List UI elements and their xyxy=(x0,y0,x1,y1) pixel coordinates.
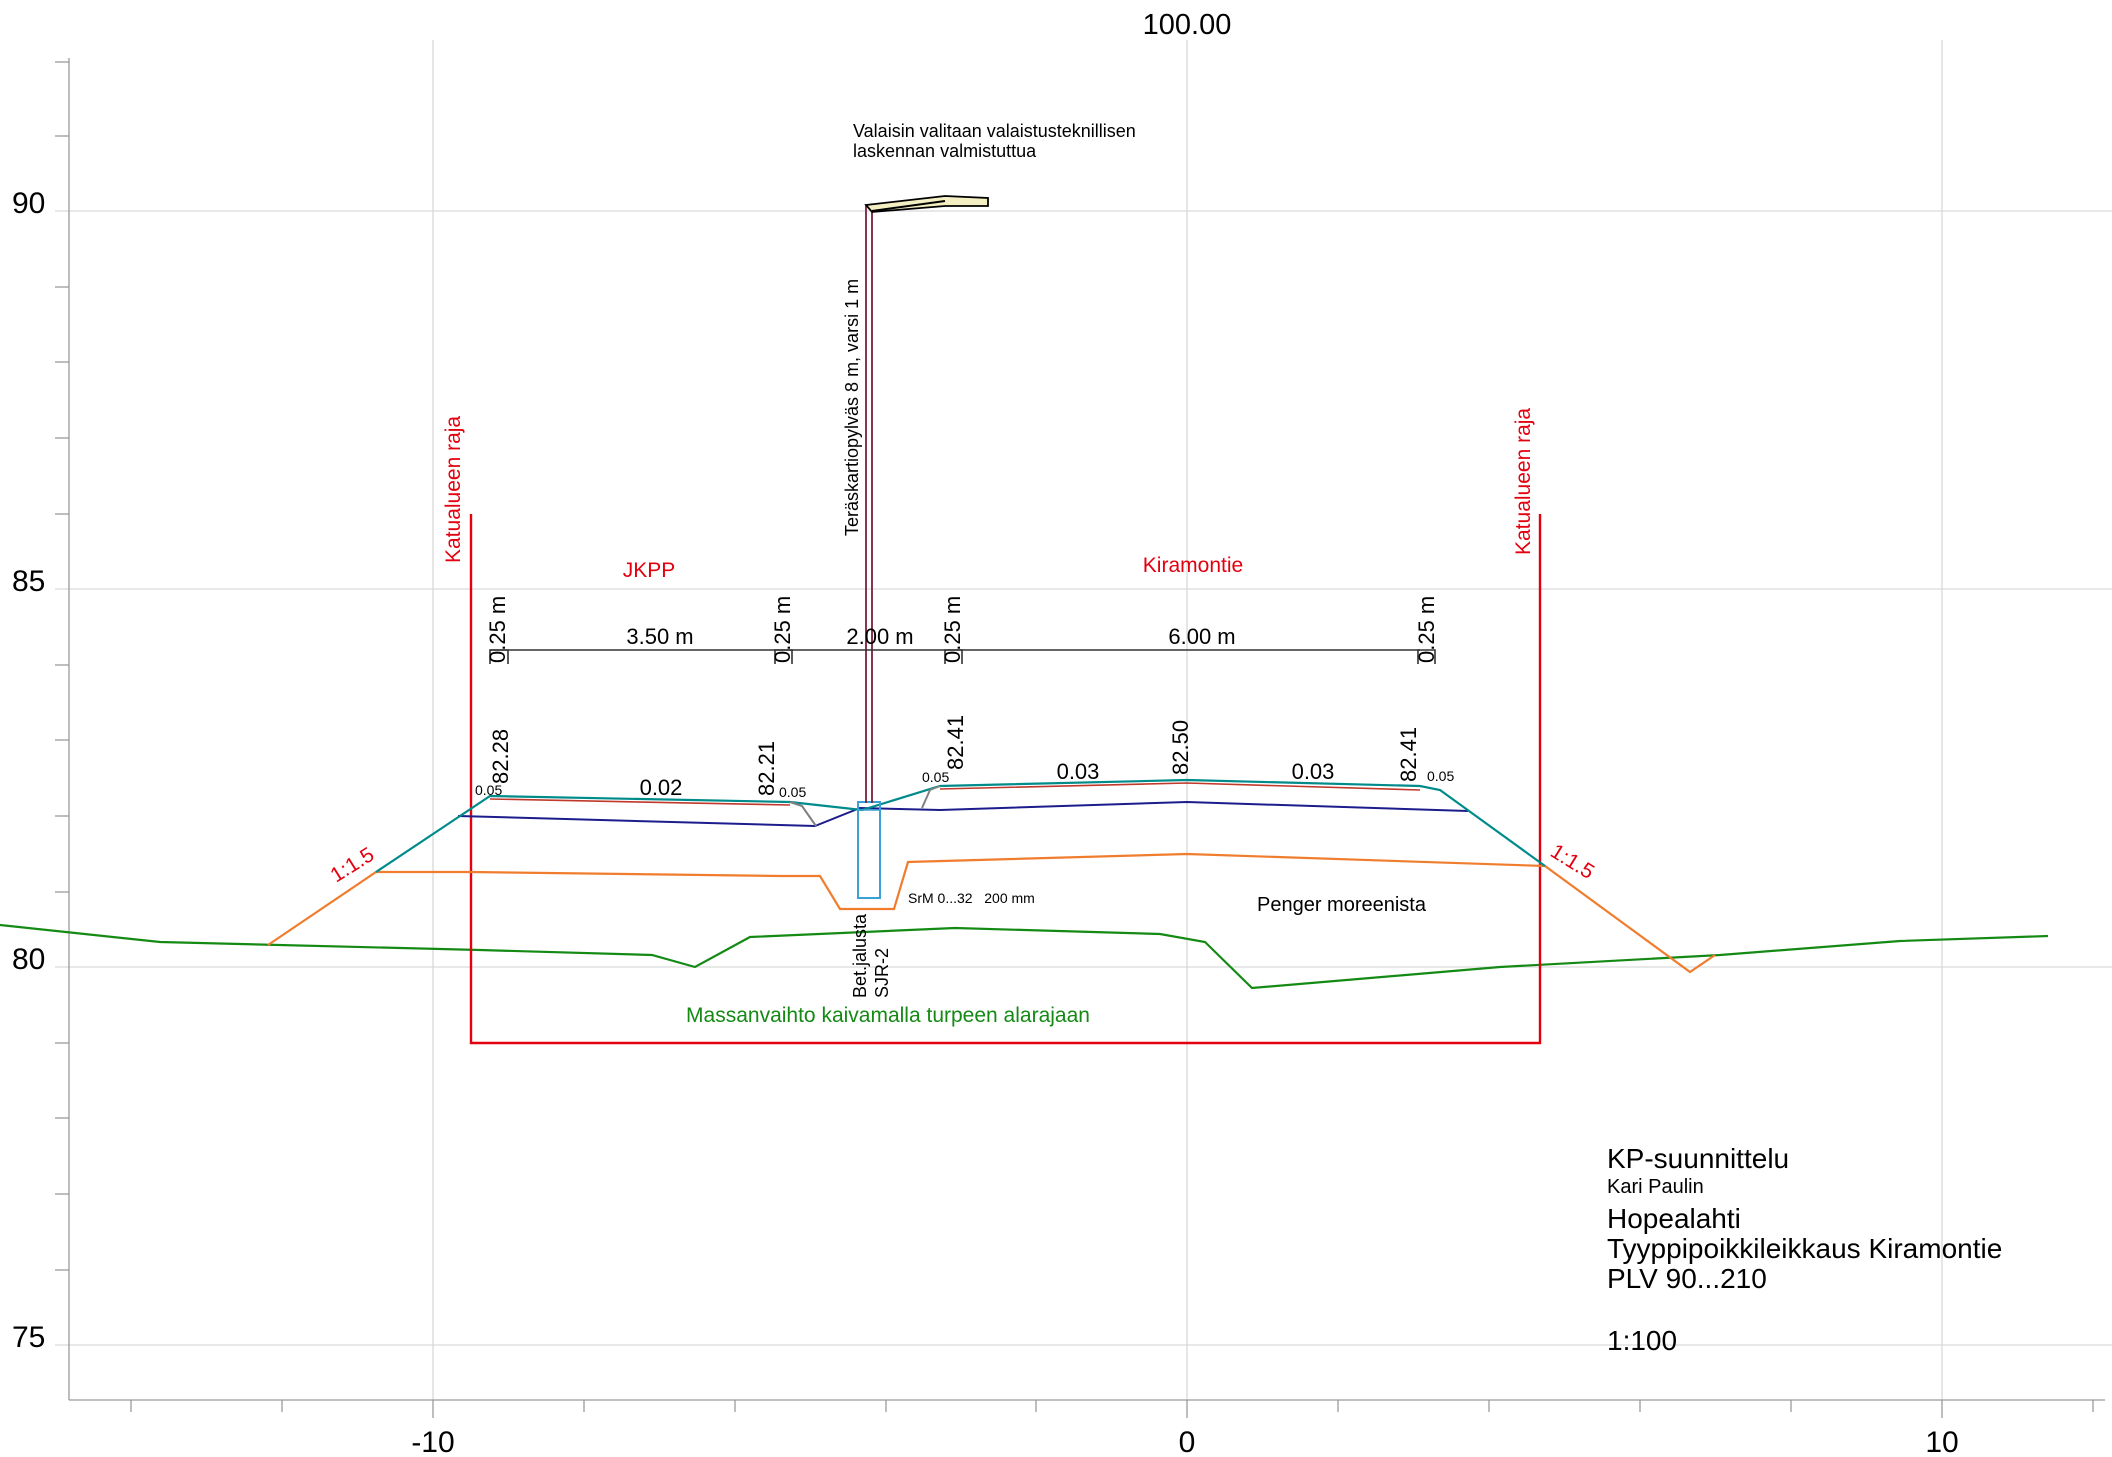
y-tick-label-85: 85 xyxy=(12,565,45,598)
edge-slope-label-2: 0.05 xyxy=(779,784,806,800)
y-tick-label-90: 90 xyxy=(12,187,45,220)
section-name-right: Kiramontie xyxy=(1143,554,1243,577)
x-tick-label-0: 0 xyxy=(1179,1426,1196,1457)
slope-label-road-left: 0.03 xyxy=(1057,759,1100,784)
title-stations: PLV 90...210 xyxy=(1607,1263,1767,1294)
foundation-label-line2: SJR-2 xyxy=(872,948,892,998)
embankment-line xyxy=(267,852,1716,974)
luminaire-underside xyxy=(871,200,946,212)
boundary-label-right: Katualueen raja xyxy=(1512,408,1535,555)
title-drawing: Tyyppipoikkileikkaus Kiramontie xyxy=(1607,1233,2002,1264)
existing-ground-line xyxy=(0,923,2049,990)
dim-bracket-4 xyxy=(1417,649,1436,664)
lamp-foundation xyxy=(857,801,881,899)
side-slope-label-right: 1:1.5 xyxy=(1546,840,1598,884)
elevation-label-1: 82.28 xyxy=(488,729,513,784)
elevation-label-5: 82.41 xyxy=(1396,727,1421,782)
y-tick-label-75: 75 xyxy=(12,1321,45,1354)
dimension-label-1: 0.25 m xyxy=(485,596,510,663)
elevation-label-3: 82.41 xyxy=(943,715,968,770)
luminaire-note-line1: Valaisin valitaan valaistusteknillisen xyxy=(853,121,1136,141)
dimension-label-2: 3.50 m xyxy=(626,624,693,649)
street-area-boundary xyxy=(469,514,1542,1045)
elevation-label-4: 82.50 xyxy=(1168,720,1193,775)
y-tick-label-80: 80 xyxy=(12,943,45,976)
title-project: Hopealahti xyxy=(1607,1203,1741,1234)
edge-slope-label-4: 0.05 xyxy=(1427,768,1454,784)
dimension-label-4: 2.00 m xyxy=(846,624,913,649)
slope-label-left: 0.02 xyxy=(640,775,683,800)
boundary-label-left: Katualueen raja xyxy=(442,416,465,563)
x-tick-label-10: 10 xyxy=(1925,1426,1958,1457)
curb-left xyxy=(789,801,817,827)
lamp-pole xyxy=(864,195,989,803)
dimension-label-7: 0.25 m xyxy=(1414,596,1439,663)
curb-right xyxy=(921,785,941,809)
foundation-label-line1: Bet.jalusta xyxy=(850,913,870,998)
dimension-label-3: 0.25 m xyxy=(770,596,795,663)
subbase-line xyxy=(457,800,1469,828)
title-designer: Kari Paulin xyxy=(1607,1176,1704,1198)
top-station-label: 100.00 xyxy=(1143,9,1232,41)
edge-slope-label-3: 0.05 xyxy=(922,769,949,785)
foundation-block xyxy=(857,801,881,899)
pole-label: Teräskartiopylväs 8 m, varsi 1 m xyxy=(842,279,862,536)
elevation-label-2: 82.21 xyxy=(754,741,779,796)
finished-surface-line xyxy=(375,778,1546,873)
bottom-axis xyxy=(69,1399,2105,1418)
dim-bracket-3 xyxy=(944,649,963,664)
dimension-label-6: 6.00 m xyxy=(1168,624,1235,649)
side-slope-label-left: 1:1.5 xyxy=(326,843,378,887)
pavement-line xyxy=(489,798,791,806)
title-company: KP-suunnittelu xyxy=(1607,1143,1789,1174)
section-name-left: JKPP xyxy=(623,559,676,582)
dimension-chain xyxy=(489,649,1436,664)
luminaire-note-line2: laskennan valmistuttua xyxy=(853,141,1037,161)
edge-slope-label-1: 0.05 xyxy=(475,782,502,798)
dim-bracket-2 xyxy=(774,649,793,664)
embankment-label: Penger moreenista xyxy=(1257,894,1427,916)
pavement-line-road xyxy=(939,782,1421,791)
x-tick-label-minus10: -10 xyxy=(411,1426,454,1457)
slope-label-road-right: 0.03 xyxy=(1292,759,1335,784)
dim-bracket-1 xyxy=(489,649,509,664)
mass-exchange-label: Massanvaihto kaivamalla turpeen alarajaa… xyxy=(686,1004,1090,1027)
left-axis xyxy=(55,58,70,1400)
base-layer-note: SrM 0...32 200 mm xyxy=(908,890,1035,906)
title-scale: 1:100 xyxy=(1607,1325,1677,1356)
grid xyxy=(55,40,2112,1400)
dimension-label-5: 0.25 m xyxy=(940,596,965,663)
